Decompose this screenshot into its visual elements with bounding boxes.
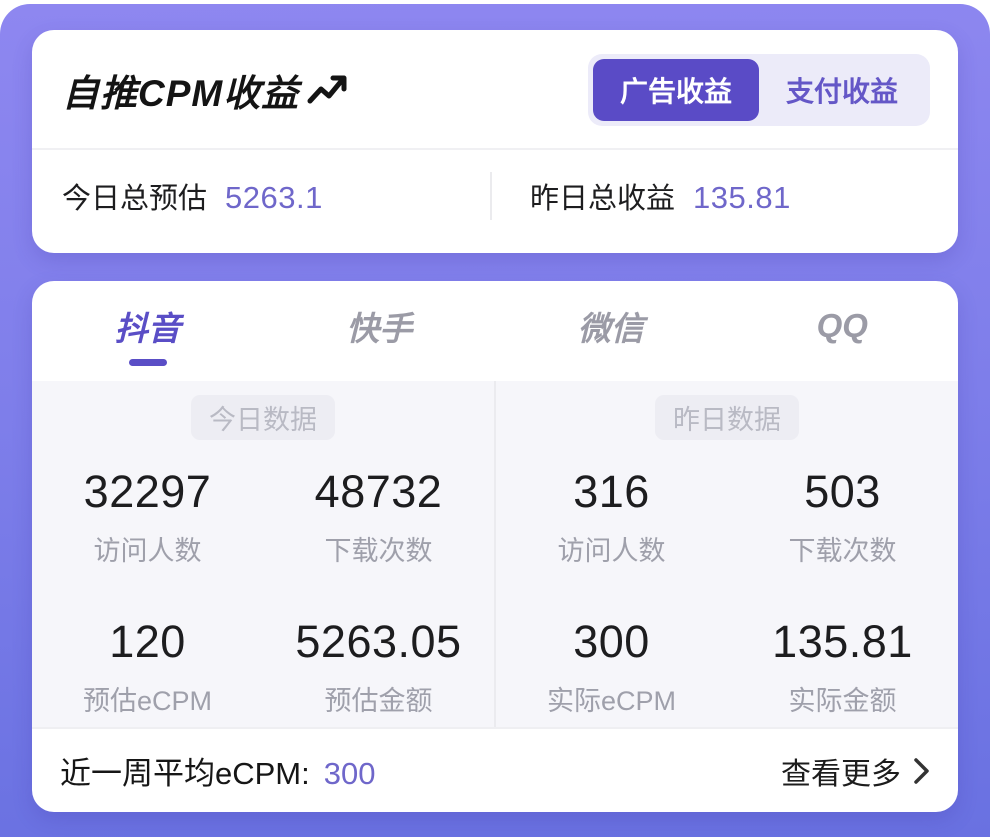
view-more-button[interactable]: 查看更多 bbox=[781, 749, 930, 793]
stat-label: 访问人数 bbox=[93, 536, 202, 566]
today-estimate: 今日总预估 5263.1 bbox=[62, 175, 490, 217]
toggle-ad-revenue[interactable]: 广告收益 bbox=[592, 59, 759, 121]
tab-weixin-label: 微信 bbox=[577, 310, 644, 347]
tab-douyin-label: 抖音 bbox=[114, 310, 181, 347]
stat-label: 下载次数 bbox=[324, 536, 433, 566]
yesterday-stats-grid: 316 访问人数 503 下载次数 300 实际eCPM 135.81 实际金额 bbox=[496, 440, 958, 718]
stat-value: 32297 bbox=[83, 466, 212, 517]
tab-weixin[interactable]: 微信 bbox=[495, 302, 727, 366]
stat-today-visitors: 32297 访问人数 bbox=[32, 466, 263, 568]
stat-label: 实际金额 bbox=[788, 686, 897, 716]
today-estimate-label: 今日总预估 bbox=[62, 183, 208, 215]
page-title: 自推CPM收益 bbox=[62, 73, 300, 114]
stat-value: 5263.05 bbox=[295, 616, 462, 667]
weekly-avg-value: 300 bbox=[323, 756, 376, 791]
platform-tabs: 抖音 快手 微信 QQ bbox=[32, 281, 958, 381]
card-footer: 近一周平均eCPM: 300 查看更多 bbox=[32, 727, 958, 812]
yesterday-revenue-value: 135.81 bbox=[693, 180, 791, 215]
stat-label: 实际eCPM bbox=[546, 686, 676, 716]
yesterday-revenue: 昨日总收益 135.81 bbox=[530, 175, 958, 217]
view-more-label: 查看更多 bbox=[781, 757, 901, 791]
today-stats-grid: 32297 访问人数 48732 下载次数 120 预估eCPM 5263.05… bbox=[32, 440, 494, 718]
stat-label: 预估金额 bbox=[324, 686, 433, 716]
title-wrap: 自推CPM收益 bbox=[62, 63, 351, 117]
stat-value: 120 bbox=[109, 616, 186, 667]
today-section-title: 今日数据 bbox=[191, 395, 335, 440]
tab-underline-placeholder bbox=[360, 359, 398, 366]
today-section: 今日数据 32297 访问人数 48732 下载次数 120 预估eCPM 52… bbox=[32, 381, 494, 727]
yesterday-revenue-label: 昨日总收益 bbox=[530, 183, 676, 215]
stat-yesterday-amount: 135.81 实际金额 bbox=[727, 616, 958, 718]
stat-label: 下载次数 bbox=[788, 536, 897, 566]
chevron-right-icon bbox=[914, 757, 929, 784]
toggle-pay-revenue[interactable]: 支付收益 bbox=[785, 76, 898, 107]
summary-divider bbox=[490, 172, 492, 220]
stat-today-downloads: 48732 下载次数 bbox=[263, 466, 494, 568]
header-divider bbox=[32, 148, 958, 150]
stat-yesterday-ecpm: 300 实际eCPM bbox=[496, 616, 727, 718]
tab-underline-placeholder bbox=[823, 354, 861, 361]
active-tab-underline bbox=[128, 359, 167, 366]
platform-data-card: 抖音 快手 微信 QQ 今日数据 32297 访问人数 48732 bbox=[32, 281, 958, 812]
tab-qq[interactable]: QQ bbox=[727, 307, 959, 361]
stats-panel: 今日数据 32297 访问人数 48732 下载次数 120 预估eCPM 52… bbox=[32, 381, 958, 727]
tab-kuaishou-label: 快手 bbox=[346, 310, 413, 347]
stat-value: 300 bbox=[573, 616, 650, 667]
revenue-type-toggle: 广告收益 支付收益 bbox=[587, 54, 930, 126]
weekly-avg-label: 近一周平均eCPM: bbox=[60, 756, 310, 791]
trending-up-icon bbox=[307, 75, 347, 104]
stat-value: 48732 bbox=[314, 466, 443, 517]
stat-label: 预估eCPM bbox=[82, 686, 212, 716]
summary-row: 今日总预估 5263.1 昨日总收益 135.81 bbox=[32, 150, 958, 220]
tab-qq-label: QQ bbox=[816, 307, 868, 344]
weekly-avg-ecpm: 近一周平均eCPM: 300 bbox=[60, 748, 375, 793]
tab-kuaishou[interactable]: 快手 bbox=[264, 302, 496, 366]
stat-value: 503 bbox=[804, 466, 881, 517]
stat-today-amount: 5263.05 预估金额 bbox=[263, 616, 494, 718]
revenue-card-header: 自推CPM收益 广告收益 支付收益 bbox=[32, 30, 958, 126]
revenue-summary-card: 自推CPM收益 广告收益 支付收益 今日总预估 5263.1 昨日总收益 135… bbox=[32, 30, 958, 253]
yesterday-section-title: 昨日数据 bbox=[655, 395, 799, 440]
tab-underline-placeholder bbox=[592, 359, 630, 366]
stat-yesterday-downloads: 503 下载次数 bbox=[727, 466, 958, 568]
stat-label: 访问人数 bbox=[557, 536, 666, 566]
stat-value: 135.81 bbox=[772, 616, 913, 667]
today-estimate-value: 5263.1 bbox=[225, 180, 323, 215]
tab-douyin[interactable]: 抖音 bbox=[32, 302, 264, 366]
stat-value: 316 bbox=[573, 466, 650, 517]
yesterday-section: 昨日数据 316 访问人数 503 下载次数 300 实际eCPM 135.81… bbox=[494, 381, 958, 727]
stat-today-ecpm: 120 预估eCPM bbox=[32, 616, 263, 718]
stat-yesterday-visitors: 316 访问人数 bbox=[496, 466, 727, 568]
